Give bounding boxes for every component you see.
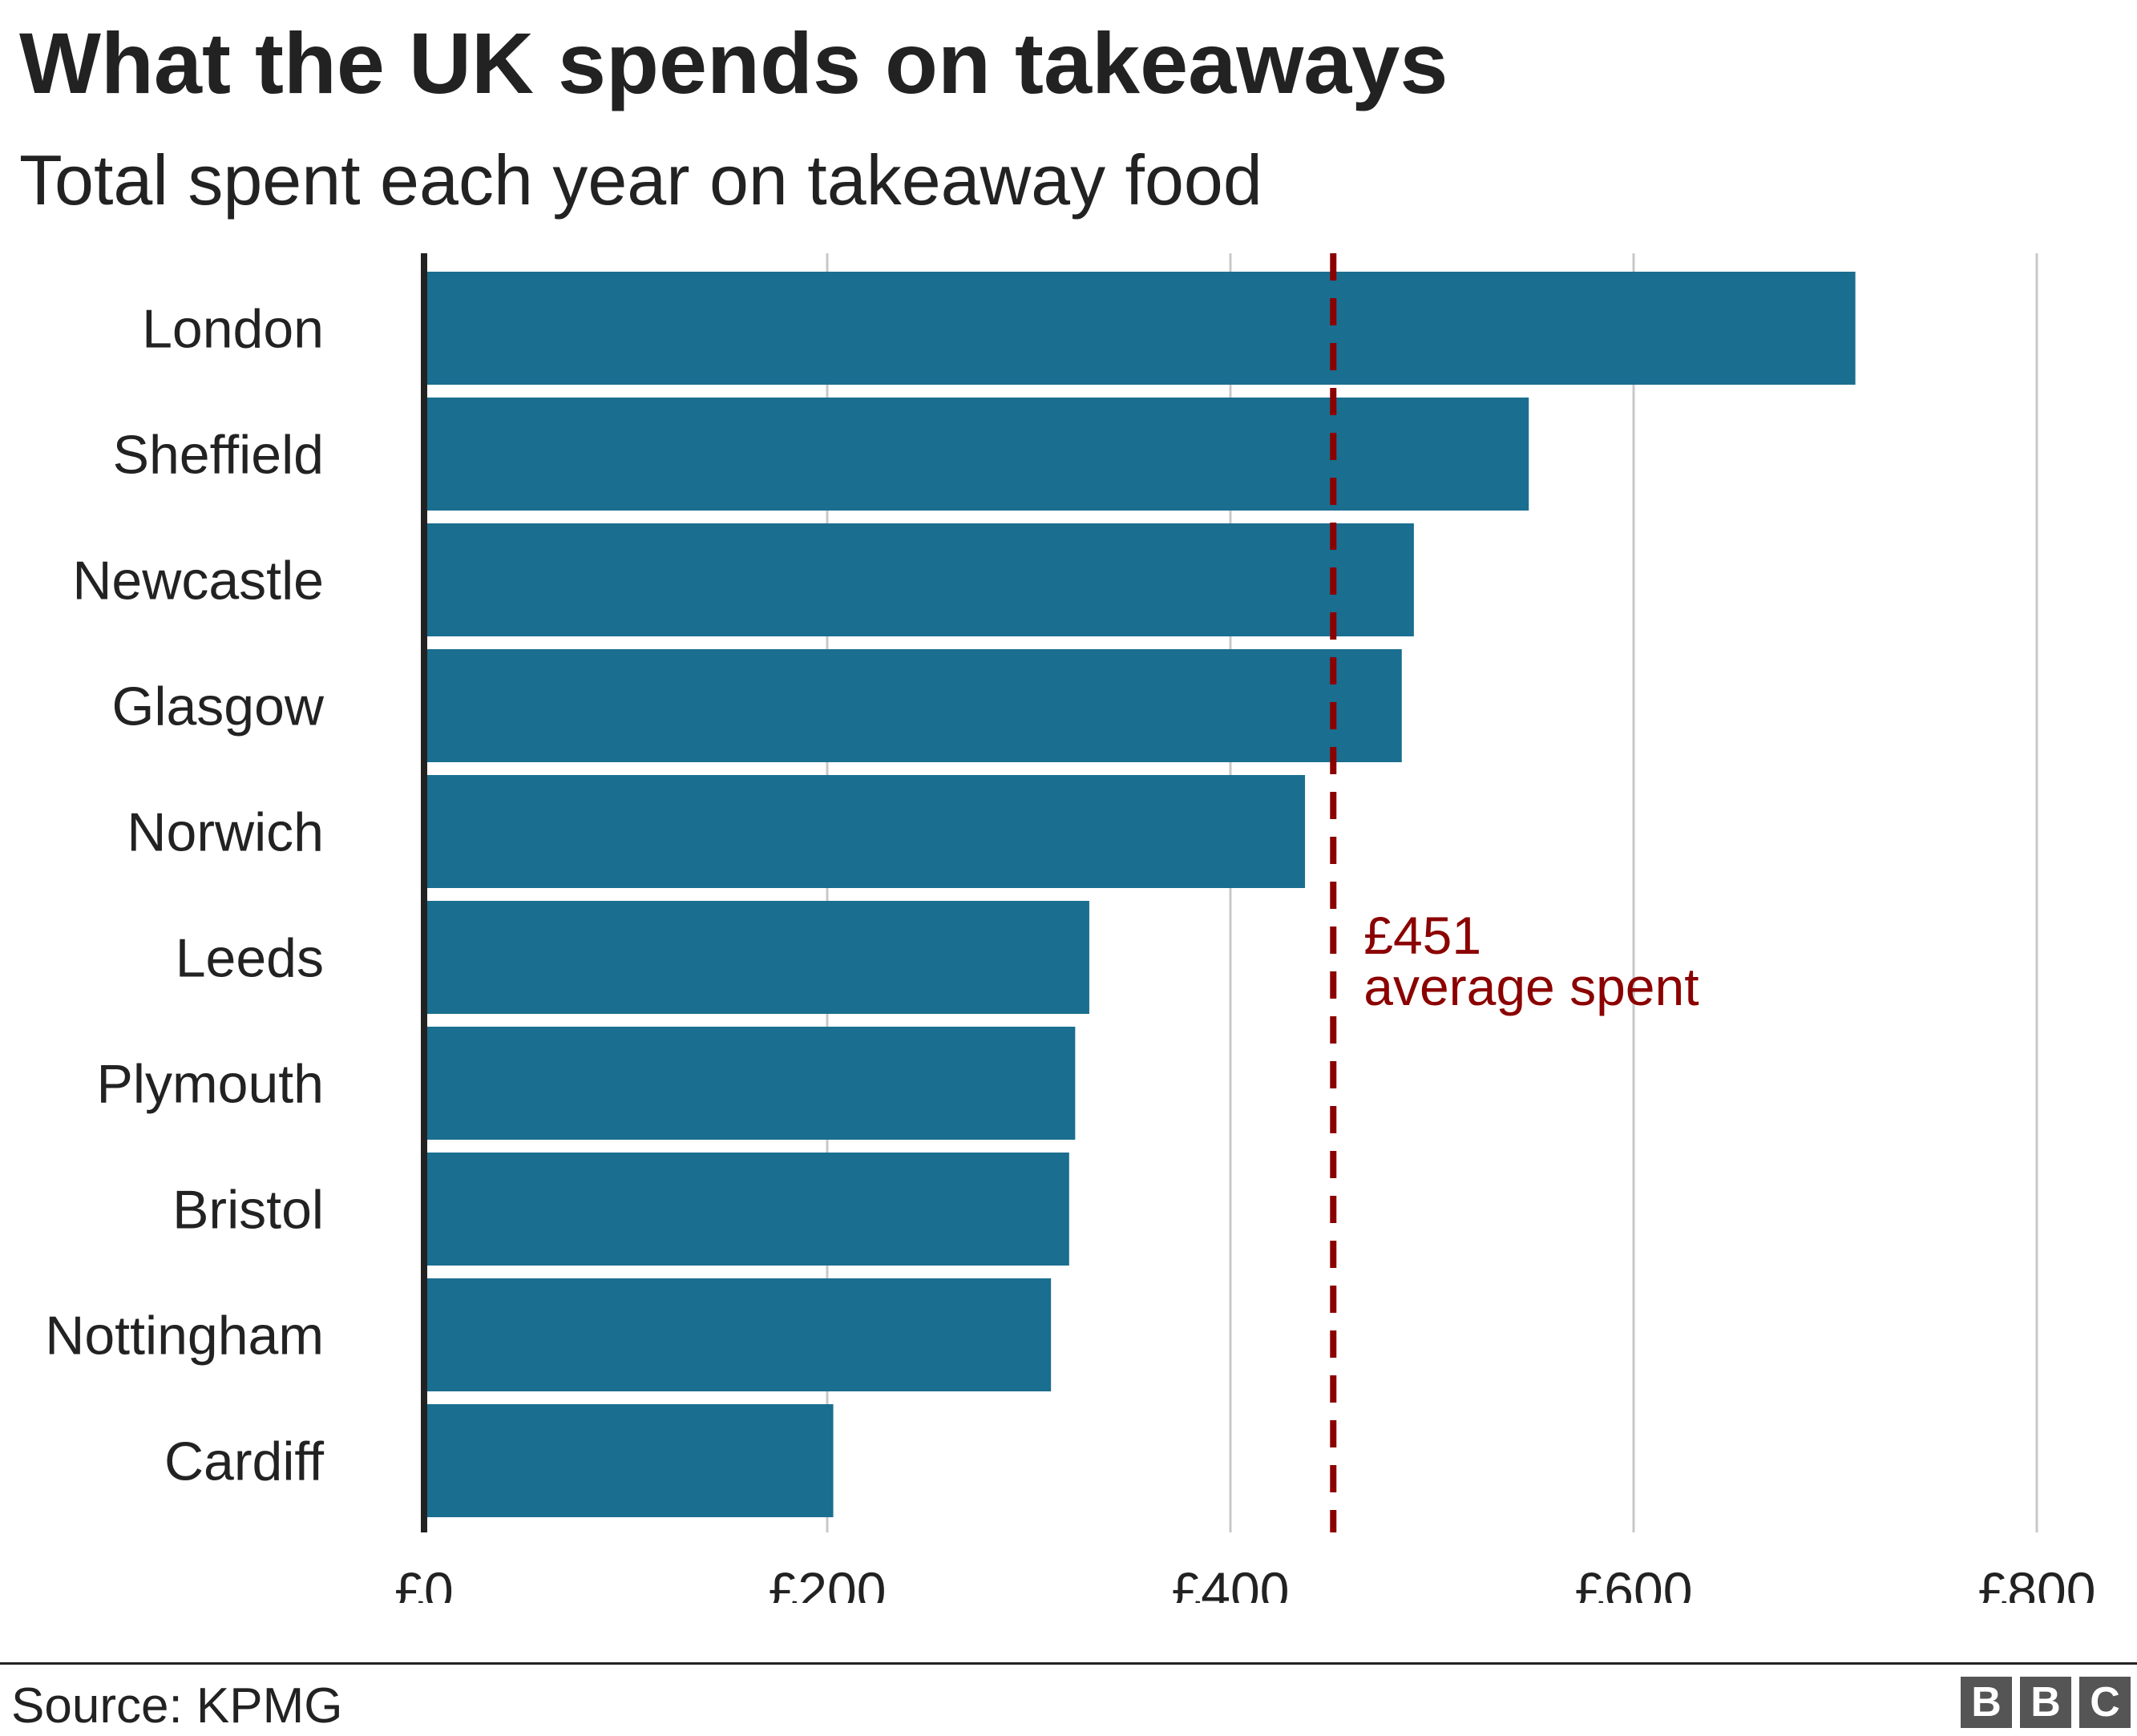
- category-label: Bristol: [172, 1180, 324, 1241]
- footer-divider: [0, 1662, 2137, 1665]
- logo-letter: C: [2079, 1677, 2131, 1728]
- source-note: Source: KPMG: [11, 1678, 343, 1734]
- chart-title: What the UK spends on takeaways: [19, 14, 1448, 111]
- bar: [424, 523, 1414, 636]
- bar-chart: London Sheffield Newcastle Glasgow Norwich Le…: [45, 253, 2095, 1603]
- category-label: Plymouth: [97, 1054, 324, 1115]
- bar: [424, 901, 1089, 1014]
- category-label: Sheffield: [113, 425, 324, 486]
- category-label: Norwich: [127, 802, 324, 863]
- x-tick-label: £800: [1978, 1561, 2096, 1603]
- bar: [424, 775, 1306, 888]
- x-tick-label: £200: [769, 1561, 887, 1603]
- bar: [424, 1278, 1052, 1391]
- logo-letter: B: [2020, 1677, 2071, 1728]
- chart-subtitle: Total spent each year on takeaway food: [19, 140, 1262, 220]
- bar: [424, 649, 1402, 762]
- category-labels: London Sheffield Newcastle Glasgow Norwich Le…: [45, 299, 325, 1492]
- average-value-label: £451: [1363, 906, 1481, 965]
- bar: [424, 272, 1856, 385]
- category-label: Nottingham: [45, 1306, 324, 1367]
- category-label: Leeds: [176, 928, 324, 989]
- bars: [421, 253, 1856, 1532]
- bbc-logo: B B C: [1961, 1677, 2131, 1728]
- average-caption-label: average spent: [1363, 957, 1699, 1016]
- x-tick-label: £0: [394, 1561, 453, 1603]
- x-tick-label: £600: [1575, 1561, 1693, 1603]
- x-tick-labels: £0 £200 £400 £600 £800: [394, 1561, 2095, 1603]
- category-label: London: [142, 299, 324, 360]
- category-label: Glasgow: [111, 676, 324, 737]
- category-label: Newcastle: [72, 551, 324, 612]
- bar: [424, 398, 1529, 511]
- bar: [424, 1153, 1069, 1266]
- logo-letter: B: [1961, 1677, 2012, 1728]
- bar: [424, 1027, 1076, 1140]
- x-tick-label: £400: [1172, 1561, 1290, 1603]
- bar: [424, 1404, 834, 1517]
- category-label: Cardiff: [164, 1431, 324, 1492]
